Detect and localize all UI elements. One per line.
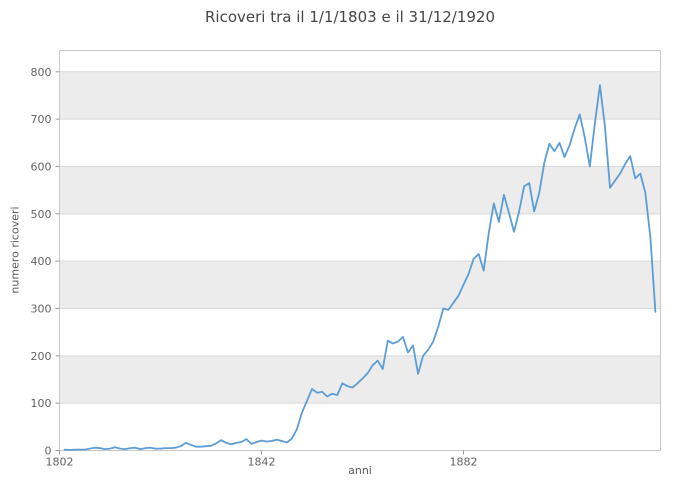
tick-label-layer: 0 100 200 300 400 500 600 700 800 1802 1842 1882 xyxy=(31,66,478,469)
chart-title: Ricoveri tra il 1/1/1803 e il 31/12/1920 xyxy=(204,8,496,26)
shaded-band xyxy=(59,355,661,404)
y-tick-label: 200 xyxy=(31,350,52,363)
band-layer xyxy=(59,71,661,404)
tick-layer xyxy=(55,71,465,455)
y-tick-label: 600 xyxy=(31,160,52,173)
y-tick-label: 400 xyxy=(31,255,52,268)
x-axis-title: anni xyxy=(348,464,372,477)
x-tick-label: 1802 xyxy=(46,456,74,469)
ricoveri-line xyxy=(63,84,657,451)
shaded-band xyxy=(59,71,661,120)
y-tick-label: 800 xyxy=(31,66,52,79)
plot-border xyxy=(59,50,661,451)
y-tick-label: 300 xyxy=(31,302,52,315)
x-tick-label: 1842 xyxy=(248,456,276,469)
y-tick-label: 700 xyxy=(31,113,52,126)
y-tick-label: 500 xyxy=(31,208,52,221)
shaded-band xyxy=(59,261,661,309)
y-axis-title: numero ricoveri xyxy=(8,206,22,294)
shaded-band xyxy=(59,166,661,214)
x-tick-label: 1882 xyxy=(450,456,478,469)
y-tick-label: 100 xyxy=(31,397,52,410)
y-tick-label: 0 xyxy=(45,445,52,458)
